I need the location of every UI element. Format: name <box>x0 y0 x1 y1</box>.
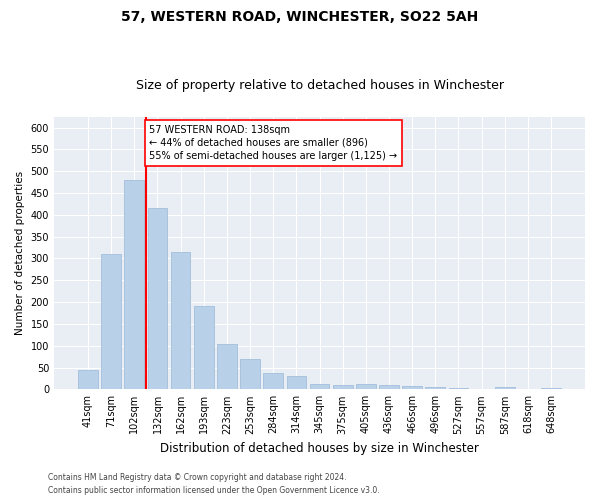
Text: 57 WESTERN ROAD: 138sqm
← 44% of detached houses are smaller (896)
55% of semi-d: 57 WESTERN ROAD: 138sqm ← 44% of detache… <box>149 124 397 161</box>
Bar <box>495 387 515 390</box>
Bar <box>148 208 167 390</box>
Bar <box>402 386 422 390</box>
Bar <box>310 384 329 390</box>
Bar <box>425 387 445 390</box>
Bar <box>541 388 561 390</box>
Bar <box>171 252 190 390</box>
Bar <box>194 306 214 390</box>
Bar <box>356 384 376 390</box>
Bar <box>263 373 283 390</box>
X-axis label: Distribution of detached houses by size in Winchester: Distribution of detached houses by size … <box>160 442 479 455</box>
Bar <box>240 359 260 390</box>
Bar <box>333 385 353 390</box>
Bar <box>379 385 399 390</box>
Y-axis label: Number of detached properties: Number of detached properties <box>15 171 25 335</box>
Bar <box>217 344 237 390</box>
Text: 57, WESTERN ROAD, WINCHESTER, SO22 5AH: 57, WESTERN ROAD, WINCHESTER, SO22 5AH <box>121 10 479 24</box>
Bar <box>287 376 306 390</box>
Text: Contains HM Land Registry data © Crown copyright and database right 2024.
Contai: Contains HM Land Registry data © Crown c… <box>48 474 380 495</box>
Title: Size of property relative to detached houses in Winchester: Size of property relative to detached ho… <box>136 79 503 92</box>
Bar <box>78 370 98 390</box>
Bar <box>449 388 468 390</box>
Bar <box>124 180 144 390</box>
Bar <box>101 254 121 390</box>
